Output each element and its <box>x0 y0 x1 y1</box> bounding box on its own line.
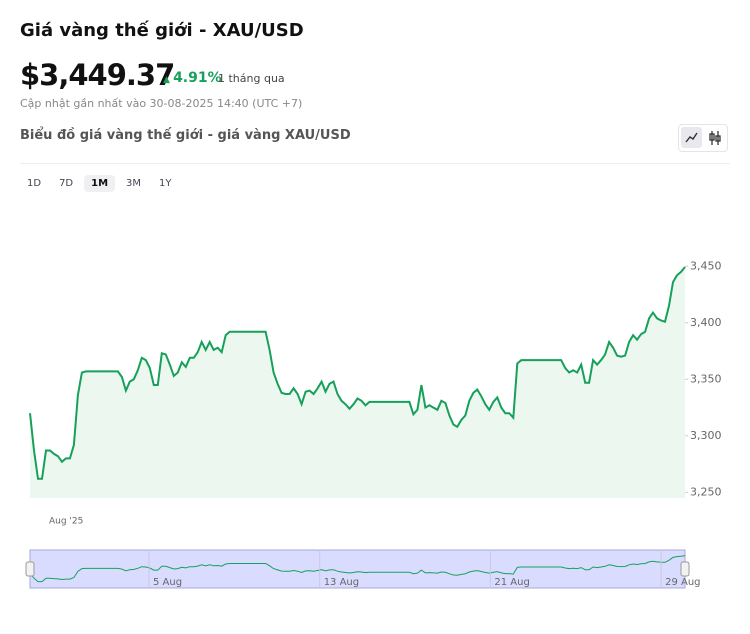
range-button[interactable]: 7D <box>59 178 74 189</box>
change: ▲ 4.91% <box>163 70 222 86</box>
navigator-label: 13 Aug <box>324 577 359 588</box>
range-buttons: 1D 7D 1M 3M 1Y <box>20 175 179 192</box>
navigator-window <box>29 549 686 589</box>
y-tick-label: 3,400 <box>690 316 722 329</box>
candle-button[interactable] <box>709 131 721 145</box>
updated: Cập nhật gần nhất vào 30-08-2025 14:40 (… <box>20 97 303 110</box>
chart-type-toggle <box>678 124 728 152</box>
change-value: 4.91% <box>173 70 222 86</box>
range-button[interactable]: 1D <box>27 178 42 189</box>
navigator-label: 5 Aug <box>153 577 182 588</box>
navigator-line <box>29 555 686 583</box>
x-axis-label: Aug '25 <box>49 517 83 527</box>
y-tick-label: 3,350 <box>690 372 722 385</box>
navigator-label: 21 Aug <box>494 577 529 588</box>
y-tick-label: 3,300 <box>690 429 722 442</box>
range-button[interactable]: 3M <box>126 178 142 189</box>
up-arrow: ▲ <box>163 75 174 85</box>
navigator-handle[interactable] <box>25 561 35 577</box>
price-line <box>29 266 686 480</box>
range-button[interactable]: 1Y <box>159 178 172 189</box>
period: 1 tháng qua <box>218 72 285 85</box>
y-tick-label: 3,450 <box>690 259 722 272</box>
navigator-label: 29 Aug <box>665 577 700 588</box>
separator <box>20 163 730 164</box>
y-tick-label: 3,250 <box>690 485 722 498</box>
price: $3,449.37 <box>20 58 175 92</box>
page-title: Giá vàng thế giới - XAU/USD <box>20 20 304 41</box>
toggle-icons <box>681 127 721 148</box>
line-icon <box>685 132 698 143</box>
range-button[interactable]: 1M <box>84 175 116 192</box>
chart-title: Biểu đồ giá vàng thế giới - giá vàng XAU… <box>20 128 351 143</box>
area <box>30 267 685 498</box>
navigator-handle[interactable] <box>680 561 690 577</box>
